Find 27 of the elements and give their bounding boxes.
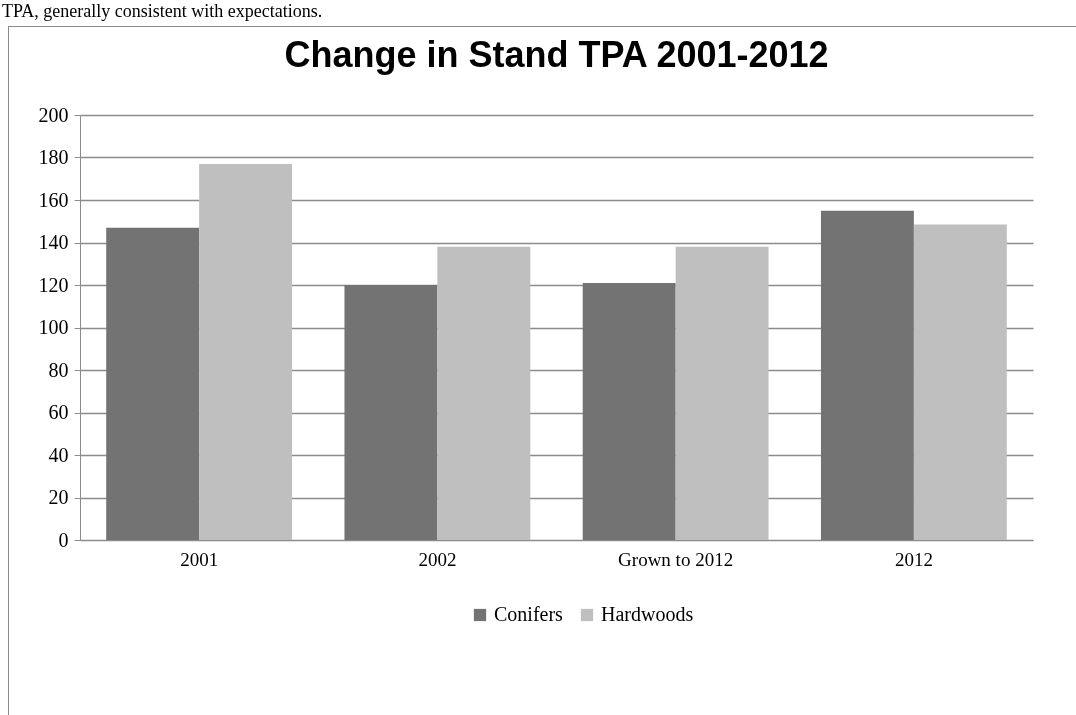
text: TPA, generally consistent with expectations.	[2, 1, 323, 21]
y-tick-label: 0	[58, 528, 69, 551]
bar	[582, 282, 676, 540]
x-tick-label: 2001	[180, 548, 219, 570]
y-tick-label: 100	[38, 316, 69, 338]
x-tick-label: 2012	[894, 548, 933, 570]
y-tick-label: 140	[38, 231, 69, 253]
y-tick-label: 80	[48, 358, 69, 381]
legend-label: Hardwoods	[601, 603, 694, 625]
y-tick-label: 200	[38, 103, 69, 126]
y-tick-label: 20	[48, 486, 69, 508]
x-tick-label: 2002	[418, 548, 457, 570]
y-tick-label: 160	[38, 188, 69, 211]
bar	[106, 227, 200, 540]
y-tick-label: 120	[38, 273, 69, 296]
chart-title: Change in Stand TPA 2001-2012	[284, 34, 829, 75]
y-tick-label: 60	[48, 401, 69, 423]
bar	[675, 246, 769, 540]
bar	[344, 285, 438, 540]
bar	[820, 210, 914, 540]
y-tick-label: 180	[38, 146, 69, 168]
bar	[913, 224, 1007, 540]
legend-label: Conifers	[494, 603, 564, 625]
y-tick-label: 40	[48, 443, 69, 466]
bar	[199, 163, 293, 540]
bar	[437, 246, 531, 540]
x-tick-label: Grown to 2012	[618, 548, 734, 570]
